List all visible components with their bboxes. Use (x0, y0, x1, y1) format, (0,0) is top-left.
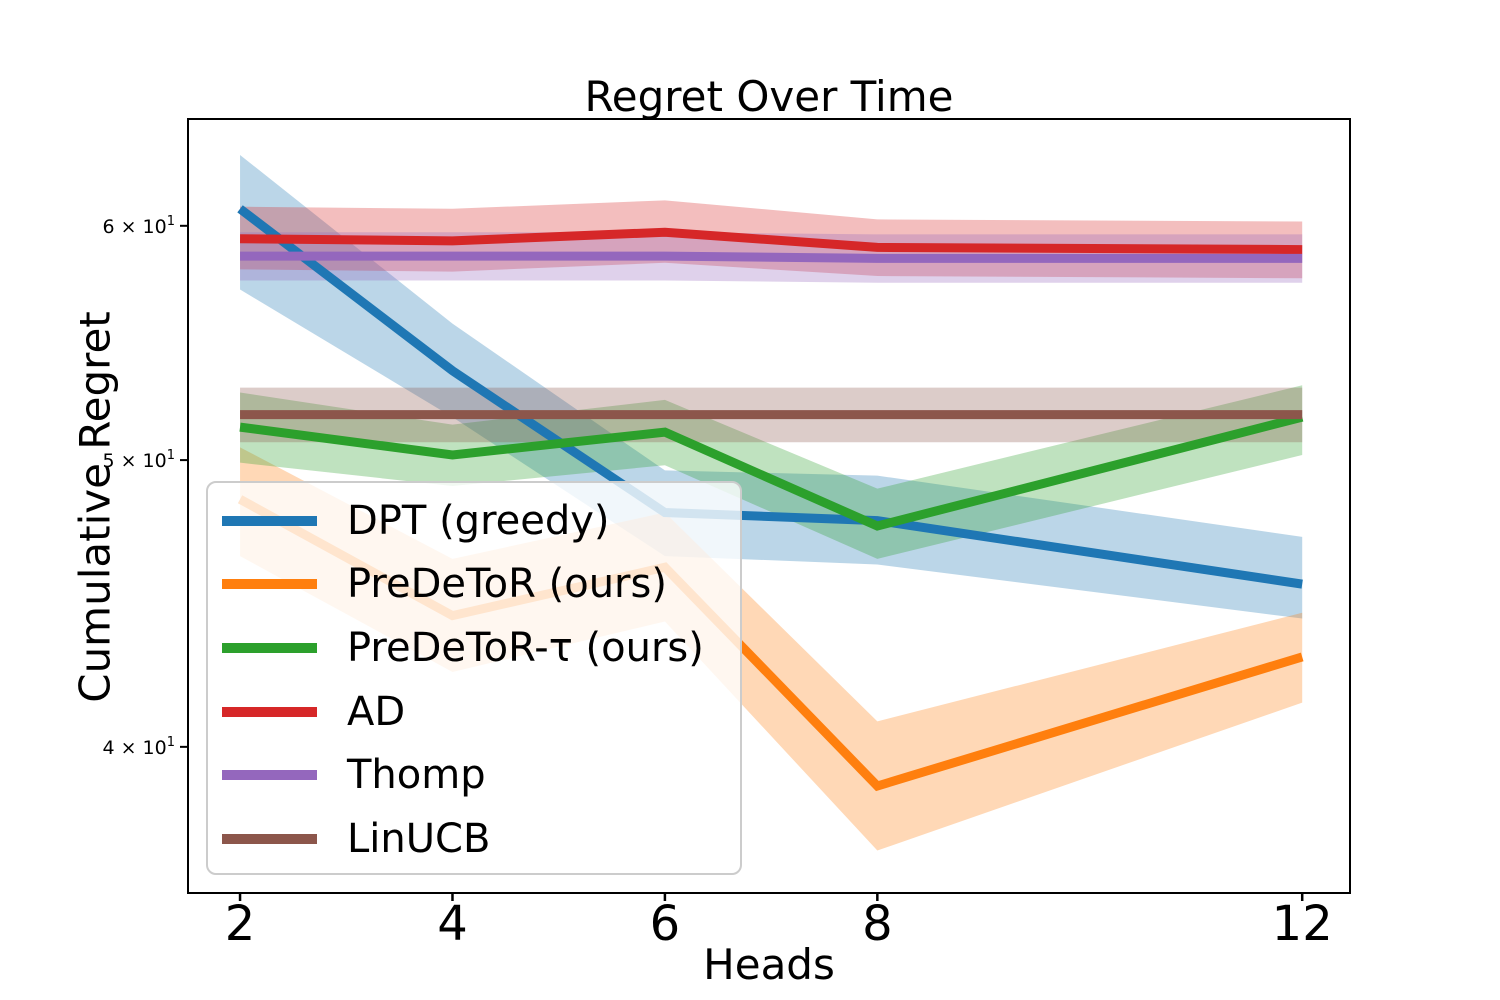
legend-label: Thomp (347, 752, 486, 799)
y-tick-label: 5 × 101 (102, 448, 175, 472)
legend-swatch-dpt-greedy (222, 515, 317, 526)
y-tick-label: 6 × 101 (102, 214, 175, 238)
legend-label: LinUCB (347, 816, 491, 863)
series-band-dpt-greedy (240, 154, 1303, 619)
chart-title: Regret Over Time (584, 72, 954, 121)
legend-item-ad: AD (208, 689, 740, 735)
series-band-predetor-ours (240, 385, 1303, 559)
legend-item-predetor-ours: PreDeToR-τ (ours) (208, 625, 740, 671)
legend-swatch-predetor-ours (222, 579, 317, 590)
x-tick-label: 2 (225, 896, 256, 952)
series-line-thomp (240, 251, 1303, 263)
legend-swatch-predetor-ours (222, 643, 317, 654)
legend-item-thomp: Thomp (208, 752, 740, 798)
axes-border (187, 118, 1351, 894)
x-tick-label: 6 (650, 896, 681, 952)
legend-swatch-ad (222, 706, 317, 717)
y-tick-label: 4 × 101 (102, 735, 175, 759)
x-tick-label: 12 (1272, 896, 1333, 952)
legend-item-predetor-ours: PreDeToR (ours) (208, 561, 740, 607)
legend-swatch-thomp (222, 770, 317, 781)
legend-item-linucb: LinUCB (208, 816, 740, 862)
series-line-predetor-ours (239, 412, 1304, 531)
legend: DPT (greedy) PreDeToR (ours) PreDeToR-τ (o… (206, 481, 742, 875)
legend-label: AD (347, 688, 406, 735)
x-tick-label: 4 (437, 896, 468, 952)
x-tick-label: 8 (862, 896, 893, 952)
legend-swatch-linucb (222, 834, 317, 845)
legend-label: PreDeToR-τ (ours) (347, 625, 704, 672)
legend-item-dpt-greedy: DPT (greedy) (208, 498, 740, 544)
legend-label: DPT (greedy) (347, 497, 610, 544)
y-axis-label: Cumulative Regret (70, 311, 120, 703)
series-line-ad (239, 227, 1303, 255)
x-axis-label: Heads (703, 940, 835, 989)
legend-label: PreDeToR (ours) (347, 561, 667, 608)
